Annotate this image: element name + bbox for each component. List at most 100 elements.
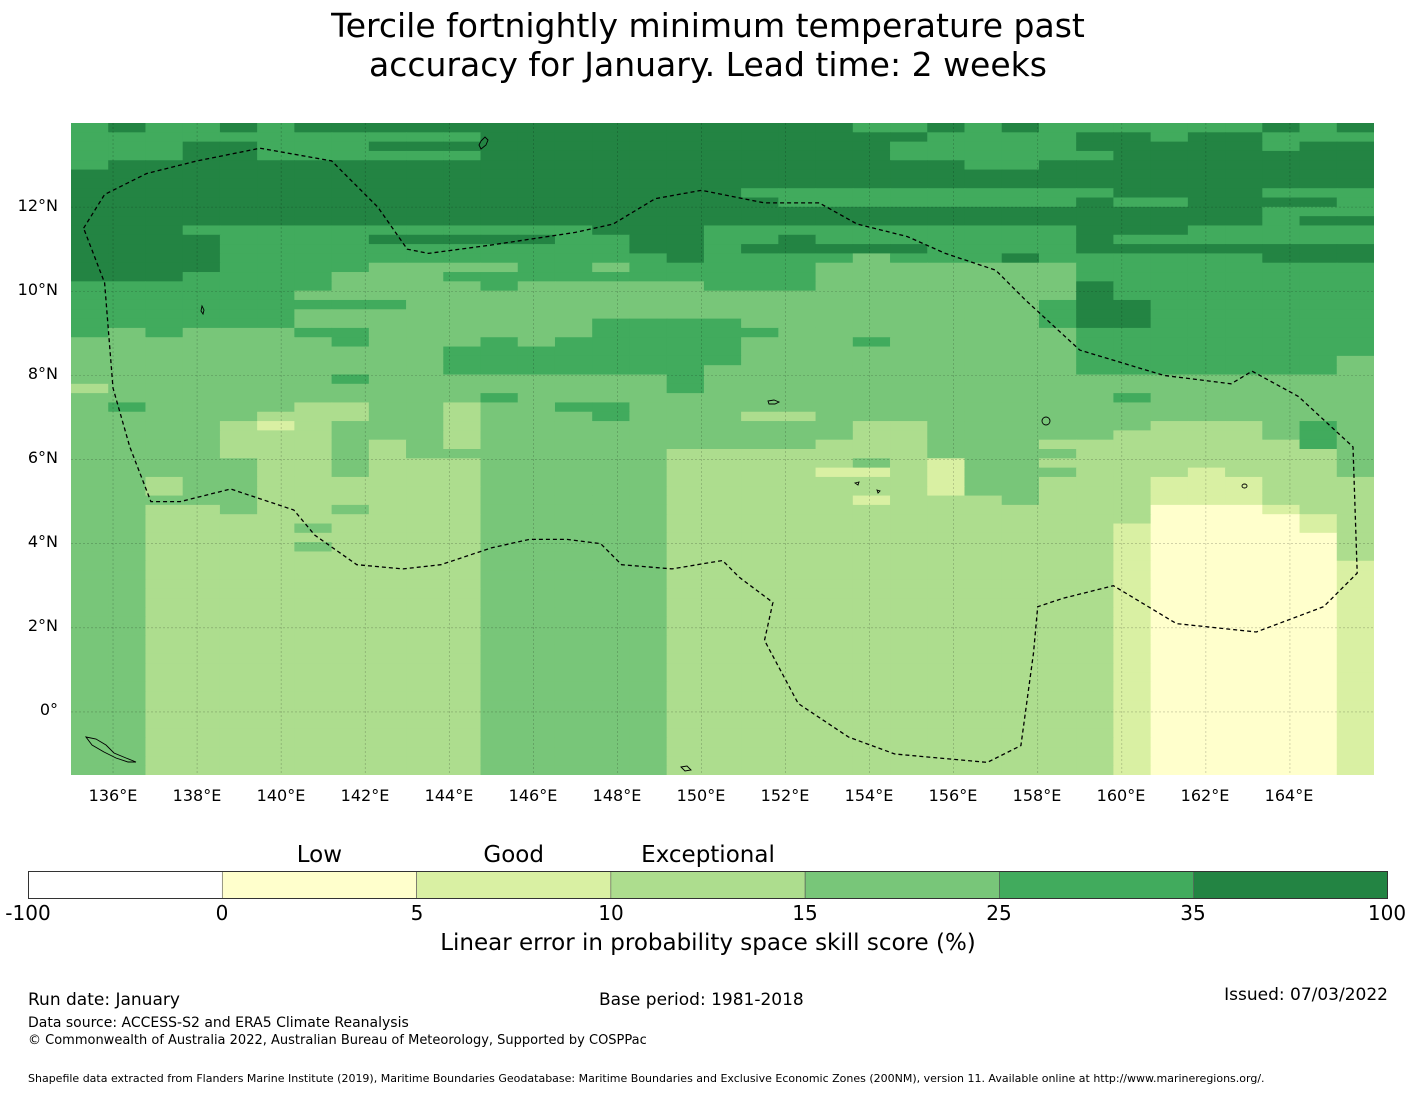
- skill-cell: [666, 253, 705, 264]
- skill-cell: [145, 327, 184, 338]
- skill-cell: [554, 150, 593, 161]
- skill-cell: [1187, 765, 1226, 775]
- skill-cell: [890, 216, 928, 227]
- skill-cell: [703, 327, 742, 338]
- skill-cell: [815, 579, 854, 590]
- skill-cell: [741, 486, 779, 497]
- lat-label: 0°: [39, 700, 58, 719]
- skill-cell: [480, 625, 519, 636]
- skill-cell: [1262, 244, 1301, 254]
- skill-cell: [1001, 132, 1040, 143]
- skill-cell: [554, 709, 593, 720]
- skill-cell: [1076, 467, 1114, 478]
- skill-cell: [1299, 197, 1338, 208]
- skill-cell: [1262, 206, 1301, 217]
- skill-cell: [1150, 495, 1189, 506]
- skill-cell: [1187, 672, 1226, 683]
- skill-cell: [927, 756, 966, 767]
- skill-cell: [592, 290, 631, 301]
- skill-cell: [108, 141, 147, 152]
- skill-cell: [852, 449, 891, 459]
- skill-cell: [517, 728, 556, 739]
- skill-cell: [517, 123, 556, 133]
- skill-cell: [145, 374, 184, 385]
- skill-cell: [778, 663, 817, 674]
- skill-cell: [1001, 262, 1040, 273]
- skill-cell: [1225, 327, 1263, 338]
- graticule: [71, 123, 1374, 775]
- skill-cell: [1225, 588, 1263, 599]
- skill-cell: [592, 570, 631, 580]
- skill-cell: [294, 458, 333, 469]
- skill-cell: [554, 467, 593, 478]
- skill-cell: [852, 290, 891, 301]
- skill-cell: [71, 216, 109, 227]
- skill-cell: [1187, 532, 1226, 543]
- skill-cell: [1299, 178, 1338, 189]
- skill-cell: [145, 355, 184, 366]
- skill-cell: [1336, 346, 1374, 357]
- skill-cell: [703, 169, 742, 180]
- skill-cell: [1001, 206, 1040, 217]
- skill-cell: [778, 421, 817, 431]
- skill-cell: [1187, 141, 1226, 152]
- skill-cell: [71, 402, 109, 413]
- skill-cell: [592, 439, 631, 450]
- skill-cell: [145, 439, 184, 450]
- skill-cell: [815, 616, 854, 627]
- skill-cell: [443, 421, 482, 431]
- skill-cell: [145, 281, 184, 292]
- skill-cell: [778, 439, 817, 450]
- skill-cell: [890, 365, 928, 376]
- skill-cell: [964, 383, 1003, 394]
- skill-cell: [1001, 169, 1040, 180]
- skill-cell: [703, 765, 742, 775]
- skill-cell: [1076, 439, 1114, 450]
- skill-cell: [1299, 123, 1338, 133]
- skill-cell: [1038, 542, 1077, 553]
- skill-cell: [517, 178, 556, 189]
- skill-cell: [443, 299, 482, 310]
- skill-cell: [368, 719, 407, 730]
- skill-cell: [890, 756, 928, 767]
- skill-cell: [852, 216, 891, 227]
- skill-cell: [629, 216, 668, 227]
- skill-cell: [927, 542, 966, 553]
- skill-cell: [1038, 514, 1077, 525]
- skill-cell: [927, 737, 966, 748]
- skill-cell: [778, 653, 817, 664]
- skill-cell: [1001, 188, 1040, 199]
- skill-cell: [666, 607, 705, 618]
- skill-cell: [219, 551, 258, 562]
- skill-cell: [629, 123, 668, 133]
- skill-cell: [480, 588, 519, 599]
- skill-cell: [778, 700, 817, 711]
- skill-cell: [257, 253, 295, 264]
- skill-cell: [517, 150, 556, 161]
- skill-cell: [368, 653, 407, 664]
- skill-cell: [294, 383, 333, 394]
- skill-cell: [1150, 234, 1189, 245]
- skill-cell: [554, 635, 593, 646]
- skill-cell: [778, 281, 817, 292]
- skill-cell: [145, 365, 184, 376]
- skill-cell: [927, 560, 966, 571]
- skill-cell: [71, 570, 109, 580]
- skill-cell: [257, 327, 295, 338]
- skill-cell: [666, 141, 705, 152]
- skill-cell: [108, 262, 147, 273]
- skill-cell: [480, 737, 519, 748]
- skill-cell: [964, 523, 1003, 534]
- skill-cell: [368, 486, 407, 497]
- skill-cell: [480, 467, 519, 478]
- skill-cell: [629, 234, 668, 245]
- skill-cell: [741, 216, 779, 227]
- skill-cell: [1150, 551, 1189, 562]
- skill-cell: [331, 588, 370, 599]
- skill-cell: [108, 365, 147, 376]
- skill-cell: [741, 318, 779, 329]
- skill-cell: [182, 635, 221, 646]
- skill-cell: [927, 402, 966, 413]
- skill-cell: [182, 449, 221, 459]
- skill-cell: [1225, 653, 1263, 664]
